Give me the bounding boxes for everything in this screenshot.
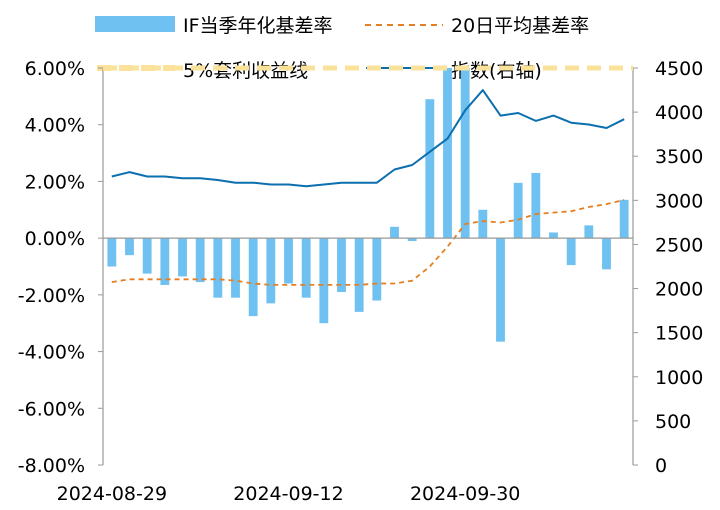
basis-bar <box>460 68 470 239</box>
right-tick-label: 1500 <box>655 323 703 345</box>
left-tick-label: -2.00% <box>18 285 85 307</box>
basis-bar <box>584 225 594 239</box>
x-tick-label: 2024-08-29 <box>57 483 167 505</box>
basis-bars <box>107 68 629 342</box>
basis-bar <box>284 238 293 284</box>
basis-bar <box>231 238 240 298</box>
left-tick-label: 2.00% <box>25 171 85 193</box>
right-tick-label: 500 <box>655 411 691 433</box>
basis-bar <box>566 238 576 266</box>
left-tick-label: -8.00% <box>18 455 85 477</box>
basis-bar <box>354 238 364 312</box>
basis-bar <box>160 238 170 285</box>
x-tick-label: 2024-09-12 <box>233 483 343 505</box>
basis-bar <box>248 238 258 317</box>
basis-bar <box>531 172 541 239</box>
x-tick-label: 2024-09-30 <box>410 483 520 505</box>
right-tick-label: 3000 <box>655 190 703 212</box>
legend-label-basis: IF当季年化基差率 <box>183 15 333 37</box>
right-tick-label: 4500 <box>655 58 703 80</box>
basis-bar <box>178 238 187 277</box>
right-tick-label: 2500 <box>655 234 703 256</box>
basis-bar <box>125 238 134 256</box>
right-axis: 4500 4000 3500 3000 2500 2000 1500 1000 500 0 <box>632 58 703 477</box>
basis-bar <box>496 238 505 342</box>
index-line <box>111 89 625 188</box>
basis-bar <box>549 232 558 239</box>
basis-bar <box>443 68 452 239</box>
basis-bar <box>195 238 205 283</box>
left-tick-label: 6.00% <box>25 58 85 80</box>
left-tick-label: -4.00% <box>18 342 85 364</box>
right-tick-label: 0 <box>655 455 667 477</box>
basis-bar <box>513 182 523 239</box>
basis-bar <box>213 238 223 298</box>
legend-label-arbitrage-line: 5%套利收益线 <box>183 60 308 82</box>
basis-bar <box>390 226 399 239</box>
basis-bar <box>478 209 488 239</box>
legend-label-index: 指数(右轴) <box>451 60 542 82</box>
avg-basis-line <box>111 199 625 286</box>
basis-bar <box>107 238 117 267</box>
right-tick-label: 4000 <box>655 102 703 124</box>
left-axis: 6.00% 4.00% 2.00% 0.00% -2.00% -4.00% -6.00% -8… <box>18 58 104 477</box>
basis-bar <box>337 238 346 293</box>
right-tick-label: 1000 <box>655 367 703 389</box>
left-tick-label: 0.00% <box>25 228 85 250</box>
series-lines <box>103 65 633 286</box>
left-tick-label: -6.00% <box>18 398 85 420</box>
basis-bar <box>266 238 276 304</box>
right-tick-label: 3500 <box>655 146 703 168</box>
basis-bar <box>602 238 611 270</box>
right-tick-label: 2000 <box>655 279 703 301</box>
left-tick-label: 4.00% <box>25 115 85 137</box>
basis-bar <box>319 238 329 324</box>
x-axis: 2024-08-29 2024-09-12 2024-09-30 <box>57 237 633 505</box>
basis-bar <box>372 238 382 301</box>
basis-bar <box>142 238 152 274</box>
legend-swatch-basis-bar <box>95 16 175 32</box>
basis-bar <box>407 238 417 241</box>
basis-bar <box>619 199 629 239</box>
legend-label-avg-basis: 20日平均基差率 <box>451 15 589 37</box>
basis-bar <box>301 238 311 298</box>
legend: IF当季年化基差率 20日平均基差率 5%套利收益线 指数(右轴) <box>95 15 589 82</box>
basis-bar <box>425 99 435 239</box>
